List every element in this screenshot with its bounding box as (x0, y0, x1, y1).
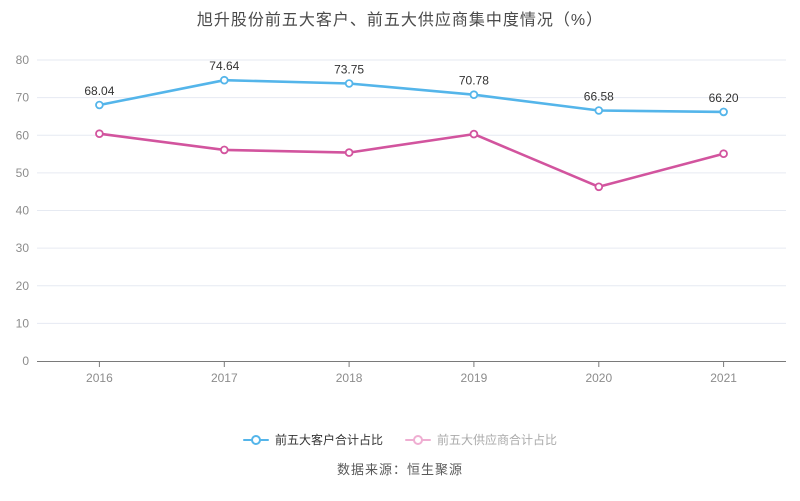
data-point[interactable] (719, 149, 728, 159)
series-line (98, 132, 725, 189)
y-axis-tick-label: 10 (16, 316, 30, 330)
x-axis-tick-label: 2018 (336, 371, 363, 385)
y-axis-tick-label: 20 (16, 279, 30, 293)
data-point-label: 68.04 (84, 84, 114, 98)
series-line (98, 78, 725, 114)
legend-item-supplier[interactable]: 前五大供应商合计占比 (405, 434, 557, 446)
y-axis-tick-label: 30 (16, 241, 30, 255)
legend-marker-supplier-icon (405, 435, 431, 445)
data-point[interactable] (469, 129, 479, 139)
legend-item-customer[interactable]: 前五大客户合计占比 (242, 433, 383, 447)
data-source-text: 数据来源：恒生聚源 (336, 462, 463, 477)
y-axis-tick-label: 40 (16, 204, 30, 218)
x-axis-tick-label: 2020 (585, 371, 612, 385)
data-point[interactable] (469, 90, 479, 99)
x-axis-tick-label: 2016 (86, 371, 113, 385)
data-point[interactable] (719, 107, 728, 117)
legend-label-supplier: 前五大供应商合计占比 (437, 433, 558, 447)
data-point[interactable] (220, 75, 229, 85)
data-point-label: 66.20 (709, 91, 739, 105)
y-axis-tick-label: 80 (16, 53, 30, 67)
line-chart-canvas: 0 10 20 30 40 50 60 70 80 2016 2017 2018 2019 2020 202… (16, 53, 786, 385)
legend-marker-customer-icon (242, 435, 269, 445)
data-point[interactable] (95, 100, 104, 110)
y-axis-tick-label: 0 (22, 354, 29, 368)
data-point-label: 73.75 (334, 63, 364, 77)
legend-label-customer: 前五大客户合计占比 (274, 433, 383, 447)
data-point[interactable] (594, 106, 604, 115)
data-point-label: 66.58 (584, 90, 614, 104)
data-point-label: 70.78 (459, 74, 489, 88)
data-point[interactable] (344, 79, 354, 88)
x-axis-tick-label: 2017 (211, 371, 238, 385)
chart-title: 旭升股份前五大客户、前五大供应商集中度情况（%） (196, 12, 604, 29)
chart-legend: 前五大客户合计占比 前五大供应商合计占比 (0, 430, 800, 450)
y-axis-tick-label: 60 (16, 128, 30, 142)
x-axis-tick-label: 2021 (710, 371, 737, 385)
data-point[interactable] (220, 145, 229, 155)
data-point[interactable] (95, 129, 104, 139)
data-point-label: 74.64 (209, 59, 239, 73)
data-point[interactable] (344, 148, 354, 157)
data-point[interactable] (594, 182, 604, 192)
y-axis-tick-label: 50 (16, 166, 30, 180)
x-axis-tick-label: 2019 (461, 371, 488, 385)
y-axis-tick-label: 70 (16, 91, 30, 105)
